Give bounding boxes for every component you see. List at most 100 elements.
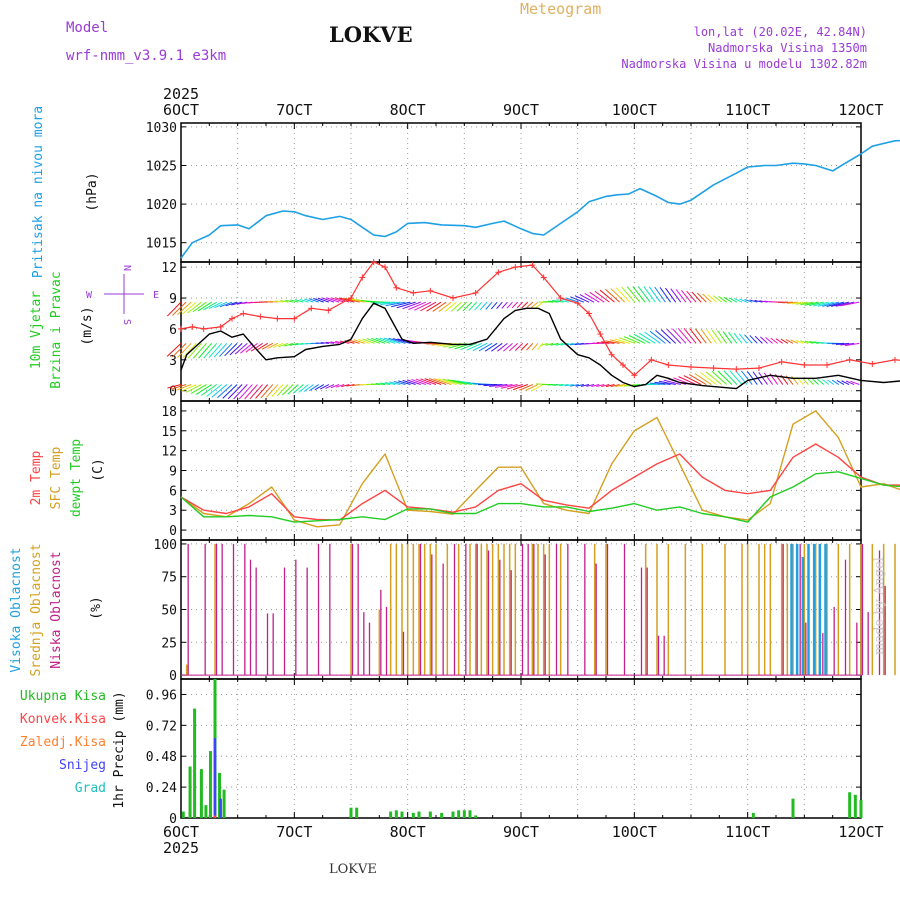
- wind-arrow: [570, 384, 579, 387]
- wind-arrow: [643, 286, 656, 303]
- total-precip-bar: [468, 810, 472, 818]
- wind-arrow: [468, 301, 478, 311]
- total-precip-bar: [389, 811, 393, 818]
- wind-arrow: [733, 332, 743, 344]
- wind-arrow: [203, 343, 218, 359]
- wind-arrow: [790, 339, 799, 344]
- wind-arrow: [375, 383, 386, 386]
- wind-arrow: [749, 335, 758, 344]
- y-tick-label: 12: [161, 445, 177, 460]
- year-label-bottom: 2025: [163, 839, 199, 857]
- x-tick-label-bottom: 8OCT: [390, 823, 426, 841]
- cloud-unit-label: (%): [89, 596, 104, 619]
- total-precip-bar: [474, 815, 478, 818]
- wind-arrow: [511, 301, 518, 309]
- y-tick-label: 18: [161, 405, 177, 420]
- wind-arrow: [495, 384, 513, 388]
- total-precip-bar: [462, 810, 466, 818]
- wind-arrow: [244, 384, 258, 400]
- wind-arrow: [610, 384, 620, 388]
- wind-arrow: [817, 378, 824, 385]
- y-tick-label: 6: [169, 323, 177, 338]
- wind-arrow: [800, 301, 814, 306]
- wind-arrow: [586, 384, 595, 387]
- wind-arrow: [696, 292, 707, 303]
- wind-arrow: [744, 298, 753, 303]
- y-tick-label: 3: [169, 504, 177, 519]
- wind-arrow: [433, 378, 452, 385]
- wind-arrow: [711, 329, 723, 344]
- wind-arrow: [621, 286, 636, 303]
- wind-arrow: [822, 301, 840, 307]
- wind-arrow: [763, 372, 774, 385]
- wind-arrow: [570, 296, 585, 303]
- total-precip-bar: [457, 810, 461, 818]
- wind-arrow: [411, 378, 426, 385]
- wind-arrow: [728, 297, 738, 303]
- wind-arrow: [353, 339, 365, 344]
- wind-arrow: [245, 342, 258, 353]
- wind-arrow: [219, 342, 233, 357]
- y-tick-label: 0: [169, 524, 177, 539]
- wind-arrow: [391, 301, 411, 308]
- wind-arrow: [450, 301, 462, 312]
- wind-arrow: [531, 301, 539, 308]
- wind-arrow: [208, 301, 223, 310]
- wind-arrow: [689, 328, 702, 344]
- wind-arrow: [452, 379, 472, 386]
- total-precip-bar: [204, 805, 208, 818]
- wind-arrow: [723, 296, 733, 303]
- model-label: Model: [66, 20, 109, 36]
- wind-arrow: [267, 342, 279, 349]
- wind-arrow: [808, 301, 824, 307]
- x-tick-label-top: 7OCT: [276, 101, 312, 119]
- wind-arrow: [649, 330, 666, 344]
- wind-arrow: [398, 380, 411, 386]
- wind-arrow: [553, 384, 564, 386]
- credit-label: made by Angel: [872, 557, 887, 655]
- y-tick-label: 50: [161, 604, 177, 619]
- wind-arrow: [167, 384, 182, 389]
- wind-arrow: [826, 301, 845, 307]
- x-tick-label-bottom: 10OCT: [612, 823, 657, 841]
- wind-arrow: [501, 301, 508, 309]
- wind-arrow: [177, 342, 192, 358]
- total-precip-bar: [428, 811, 432, 818]
- wind-arrow: [462, 301, 473, 312]
- total-precip-bar: [222, 789, 226, 818]
- wind-arrow: [182, 301, 197, 315]
- wind-arrow: [393, 380, 406, 386]
- compass-n-label: N: [121, 265, 132, 271]
- wind-arrow: [490, 301, 498, 310]
- wind-arrow: [472, 342, 488, 352]
- wind-arrow: [366, 338, 381, 344]
- wind-arrow: [420, 378, 437, 385]
- wind-arrow: [806, 377, 814, 385]
- wind-arrow: [187, 343, 202, 359]
- wind-arrow: [754, 335, 763, 344]
- wind-arrow: [229, 342, 243, 356]
- wind-arrow: [272, 342, 284, 349]
- wind-arrow: [192, 343, 207, 359]
- wind-arrow: [817, 301, 834, 307]
- wind-arrow: [231, 301, 243, 306]
- x-tick-label-top: 12OCT: [838, 101, 883, 119]
- wind-arrow: [591, 384, 600, 387]
- wind-arrow: [256, 342, 268, 351]
- total-precip-bar: [417, 811, 421, 818]
- x-tick-label-top: 11OCT: [725, 101, 770, 119]
- wind-arrow: [292, 384, 304, 394]
- x-tick-label-top: 8OCT: [390, 101, 426, 119]
- wind-arrow: [666, 328, 682, 344]
- wind-arrow: [325, 341, 335, 344]
- wind-arrow: [402, 379, 416, 386]
- wind-arrow: [290, 299, 299, 303]
- wind-arrow: [234, 342, 248, 355]
- snow-precip-bar: [219, 798, 222, 818]
- wind-arrow: [584, 293, 600, 303]
- wind-arrow: [754, 299, 763, 303]
- wind-arrow: [775, 338, 784, 344]
- pressure-line: [180, 139, 900, 259]
- y-tick-label: 100: [154, 538, 177, 553]
- wind-arrow: [705, 371, 722, 385]
